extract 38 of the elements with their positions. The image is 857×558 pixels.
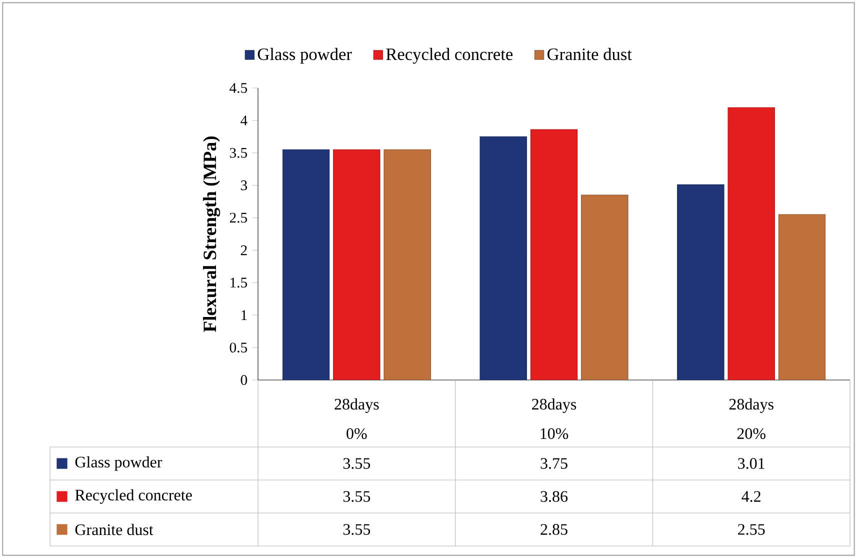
bar	[333, 149, 380, 380]
data-label: 3.86	[540, 491, 568, 502]
bar	[480, 136, 527, 380]
data-label: 3.75	[540, 458, 568, 469]
x-tick-label: 28days 0%	[334, 398, 379, 440]
data-label: 3.01	[738, 458, 764, 469]
y-tick-label: 2.5	[230, 212, 248, 223]
bar	[530, 129, 578, 380]
y-axis-title: Flexural Strength (MPa)	[203, 136, 220, 332]
data-label: 4.2	[742, 491, 760, 502]
data-label: 3.55	[343, 524, 370, 535]
data-label: 3.55	[343, 458, 370, 469]
bar	[384, 149, 431, 380]
data-label: 2.55	[738, 524, 765, 535]
x-tick-label: 28days 10%	[532, 398, 576, 440]
y-tick-label: 3	[240, 180, 248, 190]
bar	[581, 194, 628, 380]
text: Recycled concrete	[75, 489, 192, 504]
y-tick-label: 4.5	[230, 83, 248, 93]
data-label: 2.85	[540, 524, 568, 535]
legend-label: Granite dust	[547, 48, 632, 60]
bar	[728, 107, 775, 380]
bar	[677, 184, 724, 380]
data-label: 3.55	[343, 491, 370, 502]
y-tick-label: 2	[240, 245, 247, 256]
bar	[778, 214, 826, 380]
y-tick-label: 1.5	[230, 278, 248, 288]
y-tick-label: 0	[240, 375, 248, 385]
y-tick-label: 1	[242, 310, 247, 320]
legend-label: Glass powder	[258, 48, 352, 64]
legend-label: Recycled concrete	[386, 48, 513, 64]
y-tick-label: 3.5	[230, 148, 248, 158]
bar	[282, 149, 330, 380]
x-tick-label: 28days 20%	[729, 398, 774, 440]
text: Glass powder	[75, 456, 162, 471]
text: Granite dust	[75, 524, 154, 536]
y-tick-label: 0.5	[230, 342, 248, 353]
y-tick-label: 4	[240, 116, 248, 126]
